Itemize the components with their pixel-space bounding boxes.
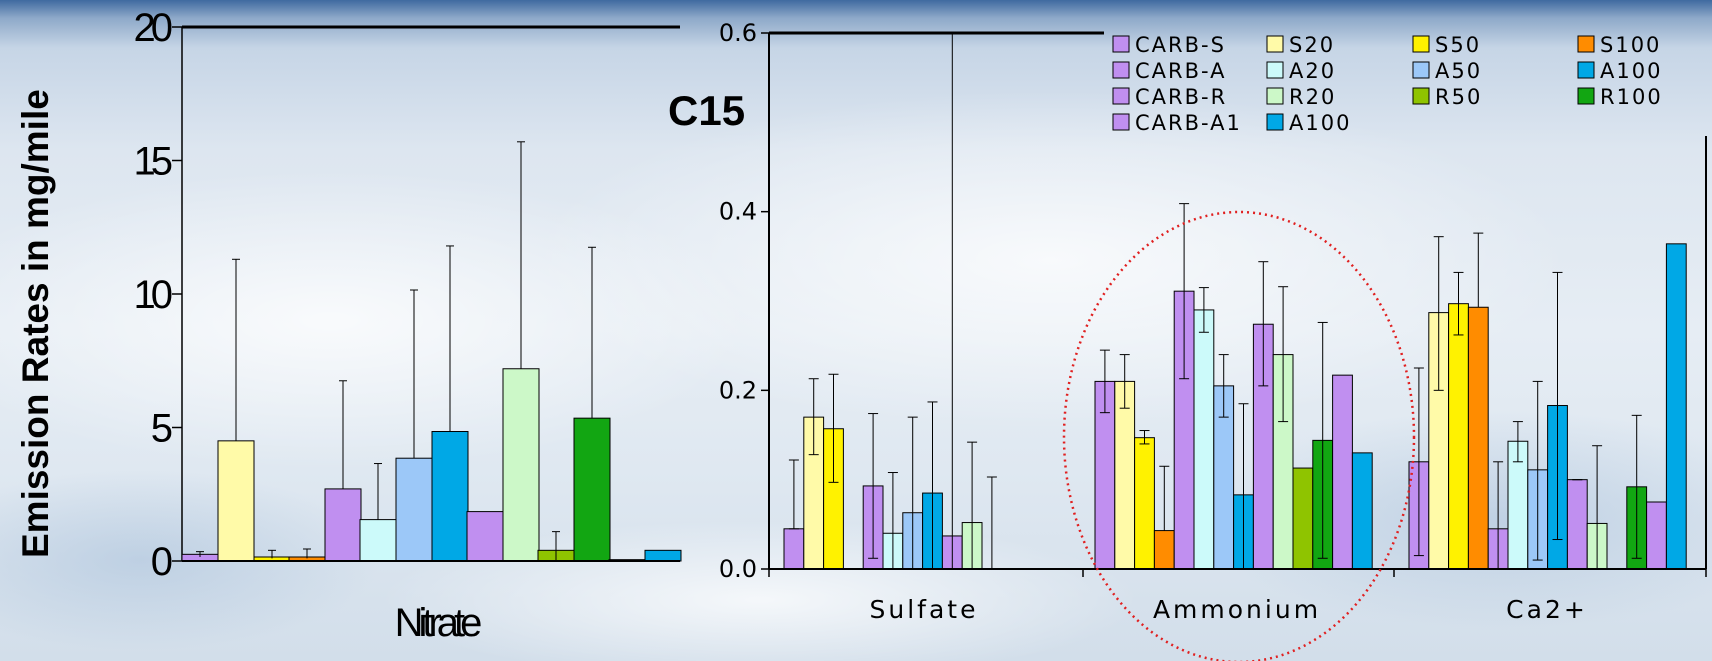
legend-item: S100 [1577, 33, 1661, 57]
legend-item: CARB-S [1112, 33, 1226, 57]
legend-label: A20 [1289, 59, 1336, 83]
nitrate-y-tick-label: 15 [134, 140, 172, 184]
highlight-ellipse [1062, 210, 1416, 661]
legend-swatch [1577, 87, 1595, 105]
legend-item: R20 [1266, 85, 1336, 109]
bar-nitrate-s20 [217, 440, 255, 562]
bar-ammonium-s100 [1153, 530, 1175, 570]
legend-label: S20 [1289, 33, 1335, 57]
group-ammonium [1094, 203, 1373, 570]
bar-ammonium-a20 [1193, 309, 1215, 570]
legend-label: CARB-S [1135, 33, 1226, 57]
bar-nitrate-r20 [502, 368, 540, 562]
bar-ca2-carb-a1 [1646, 501, 1667, 570]
legend-item: S50 [1412, 33, 1481, 57]
legend-item: A50 [1412, 59, 1482, 83]
legend-swatch [1266, 87, 1284, 105]
ions-y-tick-label: 0.4 [719, 198, 757, 226]
legend-label: S100 [1600, 33, 1661, 57]
legend-swatch [1112, 87, 1130, 105]
legend-swatch [1412, 61, 1430, 79]
bar-nitrate-carb-r [466, 511, 504, 562]
panel-label: C15 [668, 87, 745, 134]
nitrate-chart: 0 5 10 15 20 Nitrate [134, 6, 682, 645]
legend-swatch [1266, 35, 1284, 53]
nitrate-y-tick-label: 0 [151, 540, 172, 584]
nitrate-y-tick-label: 5 [151, 407, 172, 451]
nitrate-x-label: Nitrate [395, 601, 482, 645]
legend-item: CARB-A1 [1112, 111, 1242, 135]
legend-item: A100 [1577, 59, 1662, 83]
legend-swatch [1412, 35, 1430, 53]
bar-ammonium-s20 [1114, 380, 1136, 570]
legend-label: S50 [1435, 33, 1481, 57]
legend-label: A100 [1289, 111, 1351, 135]
y-axis-title: Emission Rates in mg/mile [15, 89, 56, 559]
ions-y-tick-label: 0.2 [719, 376, 757, 404]
bar-nitrate-carb-a [324, 488, 362, 562]
category-label: Ammonium [1153, 595, 1321, 624]
legend-item: A20 [1266, 59, 1336, 83]
legend-swatch [1577, 35, 1595, 53]
legend-label: CARB-A [1135, 59, 1227, 83]
legend-item: S20 [1266, 33, 1335, 57]
bar-sulfate-carb-s [783, 528, 805, 570]
legend-item: CARB-A [1112, 59, 1227, 83]
legend-swatch [1112, 113, 1130, 131]
bar-nitrate-a50 [395, 457, 433, 562]
legend-item: R50 [1412, 85, 1482, 109]
group-sulfate [783, 32, 997, 570]
legend: CARB-S S20 S50 S100 CARB-A A20 A50 A100 CARB-R R2… [1112, 33, 1663, 135]
nitrate-y-tick-label: 10 [134, 273, 172, 317]
legend-swatch [1112, 61, 1130, 79]
bar-nitrate-a20 [359, 519, 397, 562]
legend-item: A100 [1266, 111, 1351, 135]
bar-nitrate-r100 [573, 417, 611, 562]
nitrate-y-tick-label: 20 [134, 6, 172, 50]
legend-label: R50 [1435, 85, 1482, 109]
legend-label: R100 [1600, 85, 1663, 109]
category-label: Sulfate [870, 595, 979, 624]
legend-item: CARB-R [1112, 85, 1227, 109]
ions-chart: 0.0 0.2 0.4 0.6 C15 Sulfate Ammonium Ca2+ CARB-S… [668, 19, 1707, 661]
ions-y-tick-label: 0.0 [719, 555, 757, 583]
bar-ammonium-s50 [1134, 437, 1155, 570]
legend-label: A50 [1435, 59, 1482, 83]
legend-label: R20 [1289, 85, 1336, 109]
bar-ca2-a100 [1665, 243, 1687, 570]
bar-ammonium-a100 [1351, 452, 1373, 570]
bar-ammonium-carb-a1 [1332, 374, 1353, 570]
legend-swatch [1112, 35, 1130, 53]
legend-label: CARB-R [1135, 85, 1227, 109]
legend-swatch [1266, 61, 1284, 79]
bar-nitrate-a100 [644, 549, 682, 562]
bar-ca2-carb-r [1566, 479, 1588, 570]
legend-item: R100 [1577, 85, 1663, 109]
bar-ca2-s100 [1467, 306, 1489, 570]
bar-ammonium-r50 [1292, 467, 1314, 570]
group-ca2 [1408, 232, 1687, 570]
legend-swatch [1266, 113, 1284, 131]
legend-swatch [1412, 87, 1430, 105]
category-label: Ca2+ [1506, 595, 1588, 624]
bar-nitrate-a100 [431, 431, 469, 562]
legend-label: CARB-A1 [1135, 111, 1242, 135]
legend-label: A100 [1600, 59, 1662, 83]
legend-swatch [1577, 61, 1595, 79]
ions-y-tick-label: 0.6 [719, 19, 757, 47]
bar-ca2-s50 [1448, 303, 1469, 570]
